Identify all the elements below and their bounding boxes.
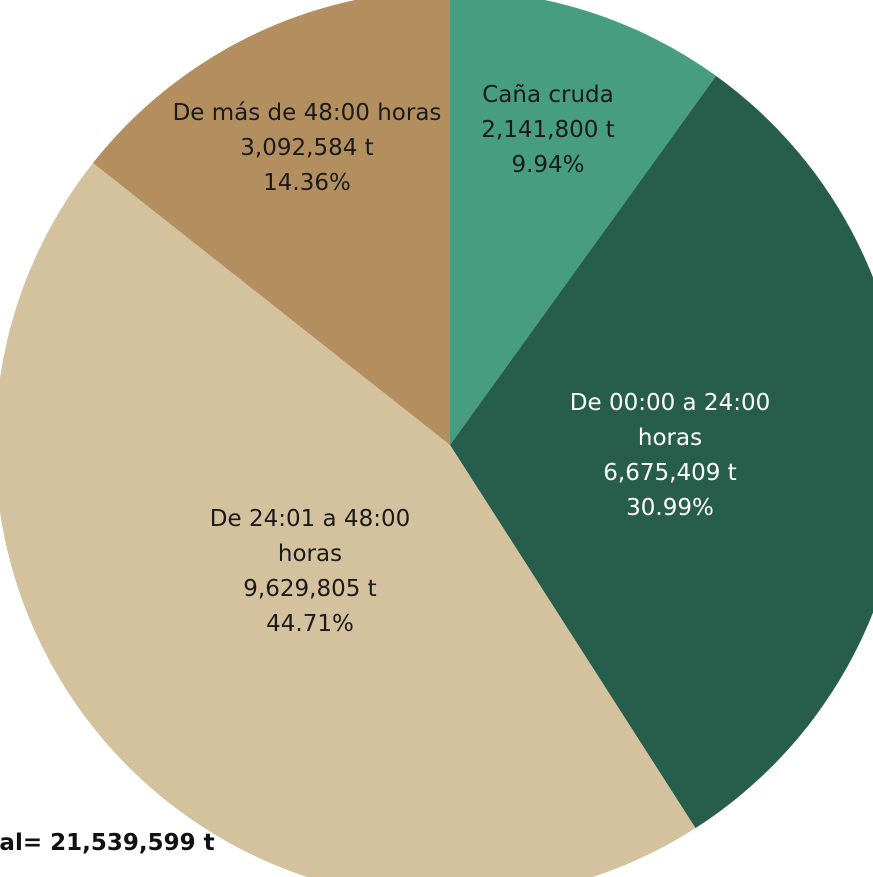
value-label: 44.71% [266,611,354,637]
amount-label: 9,629,805 t [243,576,377,602]
total-label: Total= 21,539,599 t [0,830,215,856]
slice-label: De más de 48:00 horas 3,092,584 t 14.36% [172,96,442,201]
amount-label: 6,675,409 t [603,460,737,486]
pie-slice [92,0,450,445]
slice-label: Caña cruda 2,141,800 t 9.94% [413,78,683,183]
category-label: De más de 48:00 horas [172,100,442,126]
value-label: 9.94% [511,152,585,178]
pie-slice [450,75,873,829]
value-label: 14.36% [263,170,351,196]
category-label: Caña cruda [482,82,614,108]
slice-label: De 24:01 a 48:00 horas 9,629,805 t 44.71% [175,502,445,642]
category-label: De 00:00 a 24:00 horas [569,390,771,451]
amount-label: 2,141,800 t [481,117,615,143]
pie-slice [0,162,696,877]
slice-label: De 00:00 a 24:00 horas 6,675,409 t 30.99% [535,386,805,526]
amount-label: 3,092,584 t [240,135,374,161]
value-label: 30.99% [626,495,714,521]
pie-slice [450,0,717,445]
category-label: De 24:01 a 48:00 horas [209,506,411,567]
